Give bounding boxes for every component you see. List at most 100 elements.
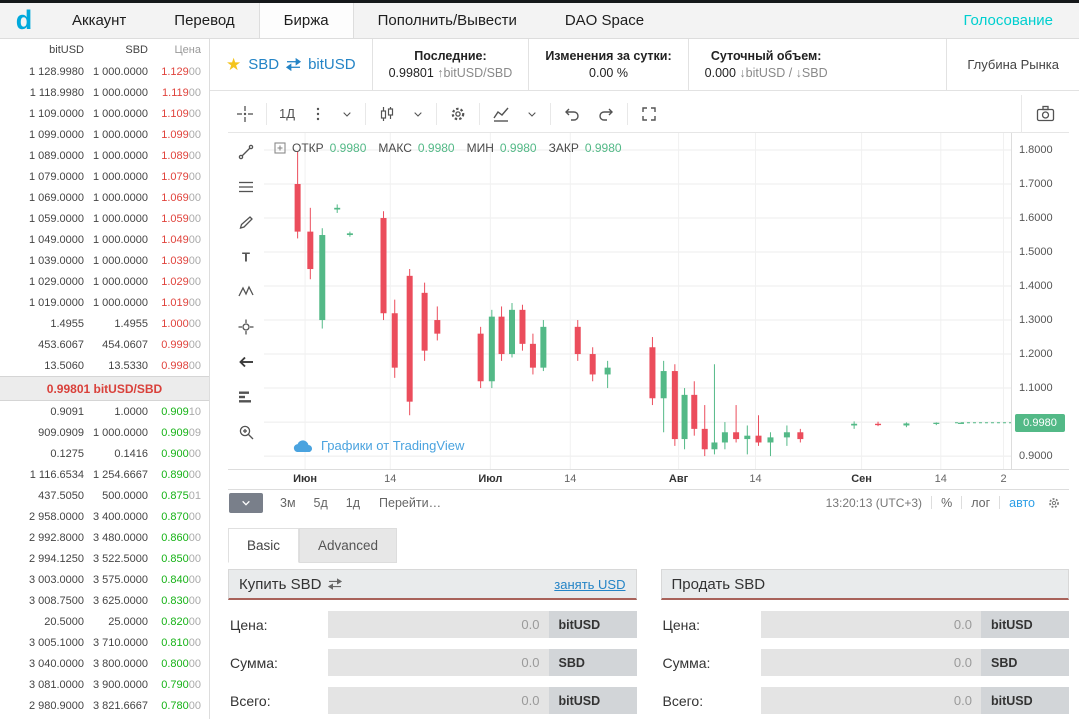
market-pair: ★ SBD bitUSD [210, 39, 372, 90]
pair-base-link[interactable]: SBD [248, 56, 280, 73]
candle [509, 303, 516, 358]
orderbook-ask-row[interactable]: 1 059.0000 1 000.0000 1.05900 [28, 212, 201, 225]
favorite-star-icon[interactable]: ★ [226, 54, 242, 74]
range-button-1d[interactable]: 1д [345, 495, 361, 510]
stat-last-price-label: Последние: [414, 49, 487, 63]
buy-amount-input[interactable] [328, 649, 549, 676]
orderbook-ask-row[interactable]: 453.6067 454.0607 0.99900 [38, 338, 201, 351]
orderbook-bid-row[interactable]: 3 005.1000 3 710.0000 0.81000 [28, 636, 201, 649]
orderbook-ask-row[interactable]: 1 029.0000 1 000.0000 1.02900 [28, 275, 201, 288]
undo-icon[interactable] [555, 100, 589, 128]
orderbook-bid-row[interactable]: 2 992.8000 3 480.0000 0.86000 [28, 531, 201, 544]
style-dropdown-caret-icon[interactable] [404, 100, 432, 128]
volume-profile-icon[interactable] [233, 386, 259, 408]
xabcd-pattern-icon[interactable] [233, 281, 259, 303]
orderbook-bid-row[interactable]: 3 040.0000 3 800.0000 0.80000 [28, 657, 201, 670]
orderbook-bids: 0.9091 1.0000 0.90910 909.0909 1 000.0000 0.9… [0, 401, 209, 716]
price-axis[interactable]: 1.8000 1.7000 1.6000 1.5000 1.4000 1.3000 1.20… [1011, 133, 1069, 469]
collapse-toolbar-button[interactable] [229, 492, 263, 513]
market-depth-button[interactable]: Глубина Рынка [946, 39, 1079, 90]
candle [851, 421, 858, 429]
swap-pair-icon[interactable] [286, 58, 302, 71]
nav-item-account[interactable]: Аккаунт [72, 12, 127, 29]
orderbook-bid-row[interactable]: 2 958.0000 3 400.0000 0.87000 [28, 510, 201, 523]
app-logo[interactable]: d [0, 3, 48, 38]
orderbook-bid-row[interactable]: 0.9091 1.0000 0.90910 [50, 405, 201, 418]
buy-price-input[interactable] [328, 611, 549, 638]
orderbook-bid-row[interactable]: 437.5050 500.0000 0.87501 [38, 489, 201, 502]
interval-button[interactable]: 1Д [279, 106, 296, 121]
chart-properties-gear-icon[interactable] [441, 100, 475, 128]
crosshair-icon[interactable] [228, 100, 262, 128]
price-axis-label: 0.9000 [1019, 450, 1053, 463]
orderbook-ask-row[interactable]: 1 089.0000 1 000.0000 1.08900 [28, 149, 201, 162]
orderbook-ask-row[interactable]: 1 069.0000 1 000.0000 1.06900 [28, 191, 201, 204]
fullscreen-icon[interactable] [632, 100, 666, 128]
range-button-5d[interactable]: 5д [313, 495, 328, 510]
orderbook-bid-row[interactable]: 0.1275 0.1416 0.90000 [50, 447, 201, 460]
redo-icon[interactable] [589, 100, 623, 128]
auto-scale-toggle[interactable]: авто [1009, 495, 1035, 510]
orderbook-bid-row[interactable]: 3 081.0000 3 900.0000 0.79000 [28, 678, 201, 691]
legend-low-value: 0.9980 [499, 141, 537, 155]
orderbook-ask-row[interactable]: 1.4955 1.4955 1.00000 [50, 317, 201, 330]
tab-basic[interactable]: Basic [228, 528, 300, 563]
nav-item-deposit-withdraw[interactable]: Пополнить/Вывести [377, 12, 517, 29]
orderbook-ask-row[interactable]: 1 128.9980 1 000.0000 1.12900 [28, 65, 201, 78]
orderbook-bid-row[interactable]: 2 980.9000 3 821.6667 0.78000 [28, 699, 201, 712]
orderbook-bid-row[interactable]: 3 008.7500 3 625.0000 0.83000 [28, 594, 201, 607]
orderbook-ask-row[interactable]: 1 099.0000 1 000.0000 1.09900 [28, 128, 201, 141]
orderbook-ask-row[interactable]: 13.5060 13.5330 0.99800 [44, 359, 201, 372]
bottom-divider [999, 496, 1001, 509]
chart-widget: 1Д [228, 94, 1069, 515]
drawing-tools-column: T [228, 133, 264, 469]
goto-date-button[interactable]: Перейти… [379, 495, 442, 510]
borrow-usd-link[interactable]: занять USD [554, 576, 626, 592]
zoom-in-icon[interactable] [233, 421, 259, 443]
tab-advanced[interactable]: Advanced [299, 528, 398, 563]
screenshot-camera-icon[interactable] [1021, 94, 1069, 133]
orderbook-bid-row[interactable]: 1 116.6534 1 254.6667 0.89000 [29, 468, 201, 481]
trend-line-icon[interactable] [233, 141, 259, 163]
nav-item-exchange[interactable]: Биржа [258, 3, 354, 38]
toolbar-divider [365, 102, 367, 125]
buy-total-input[interactable] [328, 687, 549, 714]
orderbook-bid-row[interactable]: 2 994.1250 3 522.5000 0.85000 [28, 552, 201, 565]
orderbook-ask-row[interactable]: 1 039.0000 1 000.0000 1.03900 [28, 254, 201, 267]
back-arrow-icon[interactable] [233, 351, 259, 373]
sell-total-input[interactable] [760, 687, 981, 714]
orderbook-ask-row[interactable]: 1 118.9980 1 000.0000 1.11900 [29, 86, 201, 99]
orderbook-bid-row[interactable]: 909.0909 1 000.0000 0.90909 [38, 426, 201, 439]
candlestick-style-icon[interactable] [370, 100, 404, 128]
nav-item-voting[interactable]: Голосование [963, 12, 1053, 29]
nav-item-transfer[interactable]: Перевод [174, 12, 235, 29]
time-axis[interactable]: Июн 14 Июл 14 Авг 14 Сен 14 2 [228, 469, 1069, 489]
text-tool-icon[interactable]: T [233, 246, 259, 268]
brush-icon[interactable] [233, 211, 259, 233]
orderbook-ask-row[interactable]: 1 019.0000 1 000.0000 1.01900 [28, 296, 201, 309]
interval-dropdown-caret-icon[interactable] [333, 100, 361, 128]
pair-quote-link[interactable]: bitUSD [308, 56, 356, 73]
fib-retracement-icon[interactable] [233, 176, 259, 198]
indicators-dropdown-caret-icon[interactable] [518, 100, 546, 128]
sell-price-input[interactable] [760, 611, 981, 638]
tradingview-attribution[interactable]: Графики от TradingView [292, 438, 464, 453]
prediction-tool-icon[interactable] [233, 316, 259, 338]
orderbook-bid-row[interactable]: 20.5000 25.0000 0.82000 [44, 615, 201, 628]
range-button-3m[interactable]: 3м [280, 495, 296, 510]
orderbook-ask-row[interactable]: 1 049.0000 1 000.0000 1.04900 [28, 233, 201, 246]
log-scale-toggle[interactable]: лог [971, 495, 991, 510]
orderbook-ask-row[interactable]: 1 079.0000 1 000.0000 1.07900 [28, 170, 201, 183]
sell-amount-input[interactable] [760, 649, 981, 676]
indicators-icon[interactable] [484, 100, 518, 128]
percent-scale-toggle[interactable]: % [941, 495, 953, 510]
kebab-menu-icon[interactable] [303, 100, 333, 128]
chart-settings-gear-icon[interactable] [1035, 496, 1069, 510]
candle [671, 364, 678, 446]
candlestick-chart-area[interactable]: ОТКР 0.9980 МАКС 0.9980 МИН 0.9980 ЗАКР 0.99… [264, 133, 1011, 469]
orderbook-bid-row[interactable]: 3 003.0000 3 575.0000 0.84000 [28, 573, 201, 586]
orderbook-ask-row[interactable]: 1 109.0000 1 000.0000 1.10900 [28, 107, 201, 120]
time-axis-label: 14 [934, 473, 947, 485]
nav-item-dao-space[interactable]: DAO Space [564, 12, 645, 29]
buy-swap-icon[interactable] [328, 578, 343, 590]
